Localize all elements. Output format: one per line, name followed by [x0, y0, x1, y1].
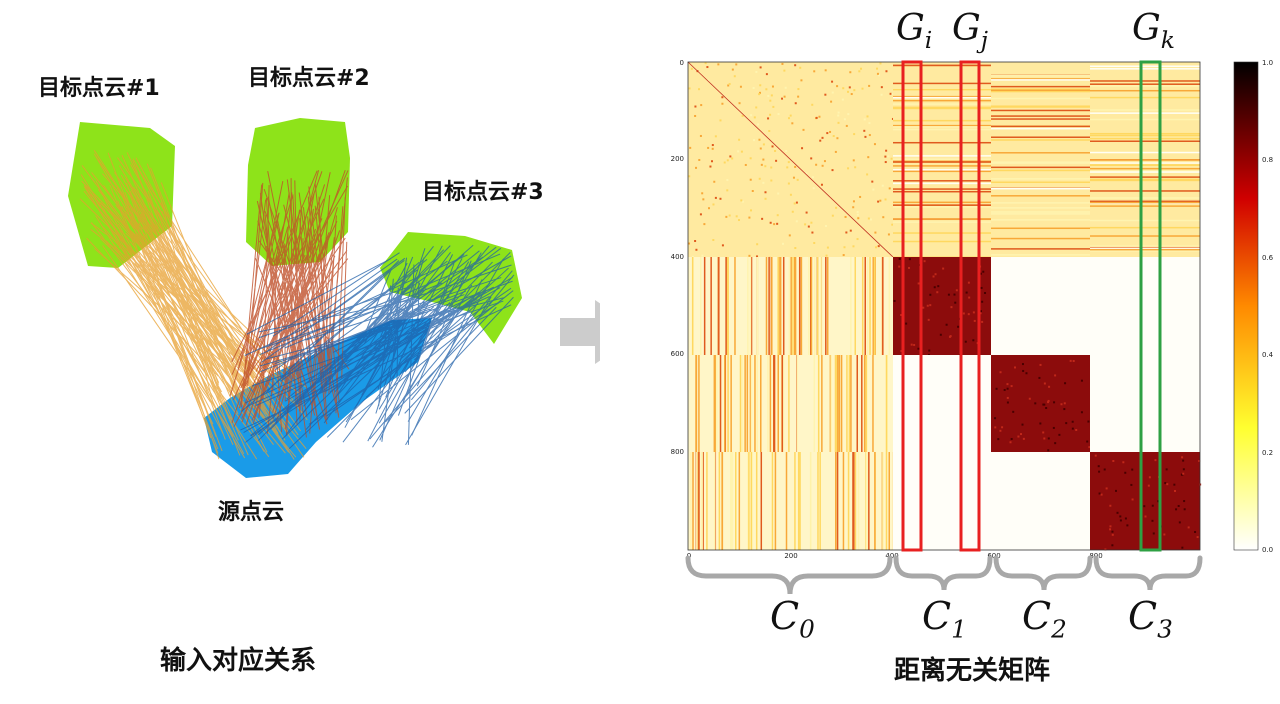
matrix-block-1-3 — [1090, 257, 1200, 355]
cluster-label-2: C2 — [1022, 594, 1067, 644]
matrix-block-2-3 — [1090, 355, 1200, 452]
matrix-block-0-3 — [1090, 62, 1200, 257]
correspondence-diagram — [68, 118, 600, 478]
matrix-block-3-2 — [991, 452, 1090, 550]
group-label-k: Gk — [1132, 8, 1175, 55]
y-tick-600: 600 — [671, 350, 684, 358]
cluster-brace-2 — [993, 555, 1093, 591]
cluster-brace-1 — [893, 555, 993, 591]
left-caption: 输入对应关系 — [160, 646, 317, 676]
colorbar-tick-02: 0.2 — [1262, 449, 1273, 457]
matrix-block-2-2 — [991, 355, 1091, 452]
matrix-block-1-2 — [991, 257, 1090, 355]
cluster-brace-3 — [1093, 555, 1203, 591]
cluster-brace-0 — [685, 555, 893, 595]
colorbar-tick-04: 0.4 — [1262, 351, 1274, 359]
x-tick-600: 600 — [987, 552, 1000, 560]
group-box-i — [901, 60, 923, 552]
colorbar-tick-08: 0.8 — [1262, 156, 1273, 164]
matrix-block-0-0 — [687, 61, 894, 259]
target-label-3: 目标点云#3 — [422, 180, 544, 205]
group-box-k — [1139, 60, 1162, 552]
matrix-heatmap — [687, 61, 1202, 551]
cluster-label-0: C0 — [770, 594, 815, 644]
target-label-2: 目标点云#2 — [248, 66, 370, 91]
y-tick-400: 400 — [671, 253, 684, 261]
source-label: 源点云 — [218, 500, 285, 525]
colorbar-tick-06: 0.6 — [1262, 254, 1274, 262]
x-tick-400: 400 — [885, 552, 898, 560]
y-tick-800: 800 — [671, 448, 684, 456]
group-box-j — [959, 60, 981, 552]
x-tick-200: 200 — [784, 552, 797, 560]
target-label-1: 目标点云#1 — [38, 76, 160, 101]
correspondence-lines-3 — [240, 244, 515, 449]
matrix-block-1-1 — [893, 257, 991, 357]
right-caption: 距离无关矩阵 — [894, 656, 1051, 686]
distance-matrix-figure: 0 200 400 600 800 0 200 400 600 800 1.0 … — [671, 59, 1274, 595]
matrix-block-0-2 — [991, 62, 1090, 257]
y-tick-200: 200 — [671, 155, 684, 163]
group-label-i: Gi — [896, 8, 933, 55]
matrix-block-3-0 — [688, 452, 895, 550]
colorbar — [1233, 61, 1259, 551]
matrix-block-1-0 — [688, 257, 893, 355]
arrow-icon — [560, 300, 600, 364]
cluster-label-3: C3 — [1128, 594, 1173, 644]
matrix-block-2-0 — [688, 355, 893, 452]
colorbar-tick-0: 0.0 — [1262, 546, 1273, 554]
y-tick-0: 0 — [680, 59, 684, 67]
colorbar-tick-1: 1.0 — [1262, 59, 1273, 67]
group-label-j: Gj — [952, 8, 989, 55]
matrix-block-0-1 — [893, 62, 991, 259]
matrix-block-3-1 — [893, 452, 991, 550]
matrix-block-2-1 — [893, 355, 991, 452]
cluster-label-1: C1 — [922, 594, 967, 644]
matrix-block-3-3 — [1090, 452, 1202, 551]
